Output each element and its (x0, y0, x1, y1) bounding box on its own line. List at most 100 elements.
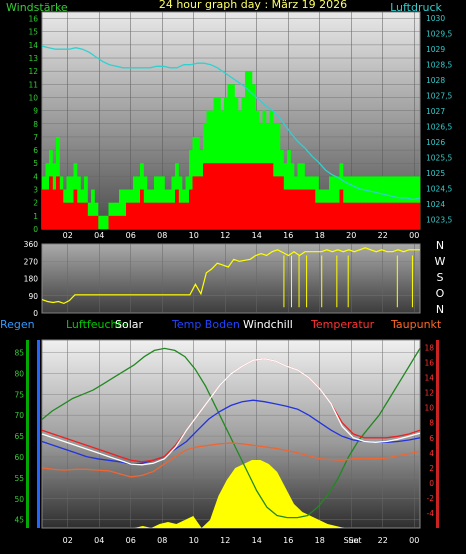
chart1-bar-red (343, 202, 347, 229)
chart1-bar-red (77, 202, 81, 229)
chart3-ytick-left: 70 (14, 411, 24, 420)
chart1-bar-green (91, 189, 95, 229)
chart1-bar-green (392, 176, 396, 229)
chart3-ytick-left: 60 (14, 453, 24, 462)
chart3-ytick-right: 10 (424, 404, 434, 413)
chart1-bar-red (168, 202, 172, 229)
chart3-xtick: 22 (378, 536, 388, 545)
chart1-bar-red (182, 202, 186, 229)
chart3-xtick: 14 (252, 536, 262, 545)
chart1-ytick-left: 9 (33, 107, 38, 116)
chart1-bar-green (378, 176, 382, 229)
chart1-bar-red (336, 202, 340, 229)
chart1-bar-green (185, 176, 190, 229)
chart1-ytick-left: 0 (33, 225, 38, 234)
chart3-xtick: 10 (189, 536, 199, 545)
chart1-bar-red (350, 202, 354, 229)
chart1-bar-red (91, 215, 95, 229)
chart1-bar-red (119, 215, 123, 229)
chart3-ytick-right: 8 (429, 419, 434, 428)
chart1-xtick: 20 (346, 231, 356, 240)
chart2-ytick: 270 (24, 257, 39, 266)
chart3-ytick-left: 45 (14, 516, 24, 525)
chart1-bar-green (70, 176, 74, 229)
chart1-bar-red (178, 202, 183, 229)
chart1-bar-green (374, 176, 379, 229)
chart1-bar-green (136, 176, 141, 229)
chart1-bar-red (385, 202, 389, 229)
chart1-bar-red (59, 189, 64, 229)
chart1-bar-red (175, 189, 179, 229)
chart1-ytick-right: 1026 (426, 138, 445, 147)
chart1-bar-green (364, 176, 368, 229)
chart1-bar-red (301, 189, 305, 229)
chart1-bar-red (238, 163, 242, 229)
chart1-bar-red (87, 215, 92, 229)
chart3-legend-item: Regen (0, 318, 35, 331)
chart1-bar-red (52, 189, 57, 229)
chart2-compass-label: N (436, 303, 444, 316)
chart3-ytick-left: 75 (14, 390, 24, 399)
chart3-xtick: 02 (63, 536, 73, 545)
chart1-ytick-right: 1028,5 (426, 61, 452, 70)
chart1-bar-green (227, 84, 232, 229)
chart1-bar-red (332, 202, 337, 229)
chart1-bar-red (63, 202, 67, 229)
chart1-bar-red (84, 202, 88, 229)
chart3-ytick-right: 4 (429, 449, 434, 458)
chart2-line-direction (41, 247, 420, 305)
chart3-ytick-right: -2 (427, 494, 435, 503)
chart1-bar-red (143, 202, 148, 229)
chart1-bar-red (171, 202, 176, 229)
chart1-bar-green (154, 176, 158, 229)
chart1-bar-red (108, 215, 113, 229)
chart1-xtick: 06 (126, 231, 136, 240)
chart1-bar-green (105, 215, 109, 229)
chart1-ytick-left: 13 (28, 54, 38, 63)
chart1-bar-red (287, 189, 291, 229)
chart1-bar-red (66, 202, 71, 229)
chart1-xtick: 10 (189, 231, 199, 240)
chart1-xtick: 08 (157, 231, 167, 240)
chart1-bar-red (269, 163, 274, 229)
chart1-bar-green (119, 189, 123, 229)
chart1-bar-red (406, 202, 410, 229)
chart1-bar-red (273, 176, 277, 229)
chart1-bar-red (126, 202, 130, 229)
chart1-bar-red (241, 163, 246, 229)
chart2-ytick: 0 (33, 309, 38, 318)
chart1-bar-red (416, 202, 421, 229)
chart1-bar-red (280, 176, 284, 229)
chart3-ytick-left: 65 (14, 432, 24, 441)
chart3-line-windchill (41, 358, 421, 466)
chart3-legend-item: Solar (115, 318, 144, 331)
chart1-xtick: 18 (315, 231, 325, 240)
chart1-bar-red (94, 215, 99, 229)
chart3-ytick-left: 55 (14, 474, 24, 483)
chart3-ytick-left: 85 (14, 349, 24, 358)
chart1-xtick: 04 (94, 231, 104, 240)
chart1-bar-green (381, 176, 386, 229)
chart1-xtick: 22 (378, 231, 388, 240)
chart3-line-taupunkt (41, 442, 421, 478)
chart1-bar-red (357, 202, 361, 229)
chart3-xtick: 00 (409, 536, 419, 545)
chart3-legend-item: Taupunkt (390, 318, 442, 331)
chart3-ytick-right: 12 (424, 389, 434, 398)
chart1-bar-red (409, 202, 414, 229)
chart1-bar-green (399, 176, 403, 229)
chart3-ytick-right: 16 (424, 359, 434, 368)
chart1-bar-red (255, 163, 260, 229)
chart1-bar-green (245, 71, 249, 229)
chart1-ytick-right: 1029,5 (426, 30, 452, 39)
chart3-xtick: 06 (126, 536, 136, 545)
chart3-ytick-right: 6 (429, 434, 434, 443)
chart1-bar-green (360, 176, 365, 229)
chart1-ylabel-right: Luftdruck (390, 1, 442, 14)
chart1-xtick: 14 (252, 231, 262, 240)
chart1-ytick-left: 6 (33, 146, 38, 155)
chart3-ytick-right: 18 (424, 344, 434, 353)
chart1-bar-green (101, 215, 106, 229)
chart2-compass-label: S (437, 271, 444, 284)
